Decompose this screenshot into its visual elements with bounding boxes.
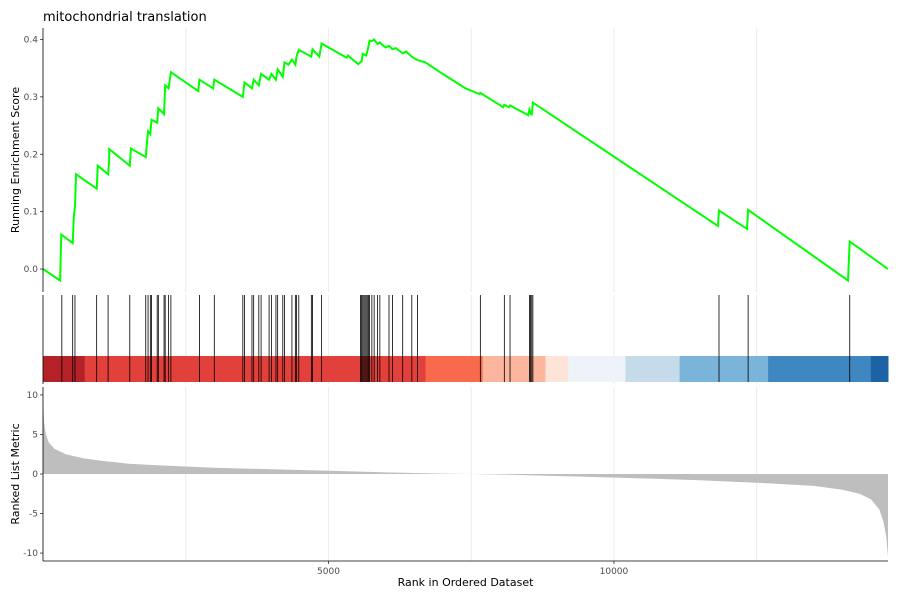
rank-x-tick-label: 5000 bbox=[317, 567, 340, 577]
chart-title: mitochondrial translation bbox=[43, 10, 207, 25]
ranked-metric-y-tick-label: -5 bbox=[29, 510, 38, 520]
running-score-y-tick-label: 0.1 bbox=[24, 208, 38, 218]
running-score-y-tick-label: 0.3 bbox=[24, 93, 38, 103]
ranked-metric-y-tick-label: 5 bbox=[32, 430, 38, 440]
rank-color-band bbox=[568, 356, 626, 382]
running-score-y-label: Running Enrichment Score bbox=[9, 87, 22, 233]
rank-color-band bbox=[43, 356, 86, 382]
running-score-y-tick-label: 0.0 bbox=[24, 265, 39, 275]
gene-hits-panel bbox=[42, 295, 889, 384]
rank-color-band bbox=[84, 356, 427, 382]
rank-color-band bbox=[425, 356, 484, 382]
ranked-metric-y-tick-label: 0 bbox=[32, 470, 38, 480]
ranked-metric-y-ticks: -10 -5 0 5 10 bbox=[23, 391, 43, 559]
rank-x-tick-label: 10000 bbox=[600, 567, 629, 577]
rank-color-band bbox=[545, 356, 569, 382]
running-score-line bbox=[42, 38, 889, 283]
running-score-y-ticks: 0.0 0.1 0.2 0.3 0.4 bbox=[24, 35, 43, 275]
ranked-metric-y-tick-label: -10 bbox=[23, 549, 38, 559]
running-score-panel: 0.0 0.1 0.2 0.3 0.4 Running Enrichment Score bbox=[9, 28, 889, 292]
rank-color-bar bbox=[43, 356, 889, 382]
rank-x-label: Rank in Ordered Dataset bbox=[398, 576, 535, 589]
rank-color-band bbox=[679, 356, 769, 382]
running-score-y-tick-label: 0.2 bbox=[24, 150, 38, 160]
ranked-metric-panel: -10 -5 0 5 10 5000 10000 Ranked List Metric R… bbox=[9, 387, 888, 589]
running-score-y-tick-label: 0.4 bbox=[24, 35, 39, 45]
running-score-gridlines bbox=[185, 28, 758, 292]
ranked-metric-y-label: Ranked List Metric bbox=[9, 423, 22, 524]
rank-color-band bbox=[870, 356, 889, 382]
rank-color-band bbox=[768, 356, 872, 382]
gene-hit-marks bbox=[61, 295, 851, 382]
rank-x-ticks: 5000 10000 bbox=[317, 561, 629, 577]
rank-color-band bbox=[625, 356, 681, 382]
ranked-metric-area bbox=[43, 398, 888, 557]
rank-color-band bbox=[482, 356, 546, 382]
ranked-metric-y-tick-label: 10 bbox=[27, 391, 39, 401]
